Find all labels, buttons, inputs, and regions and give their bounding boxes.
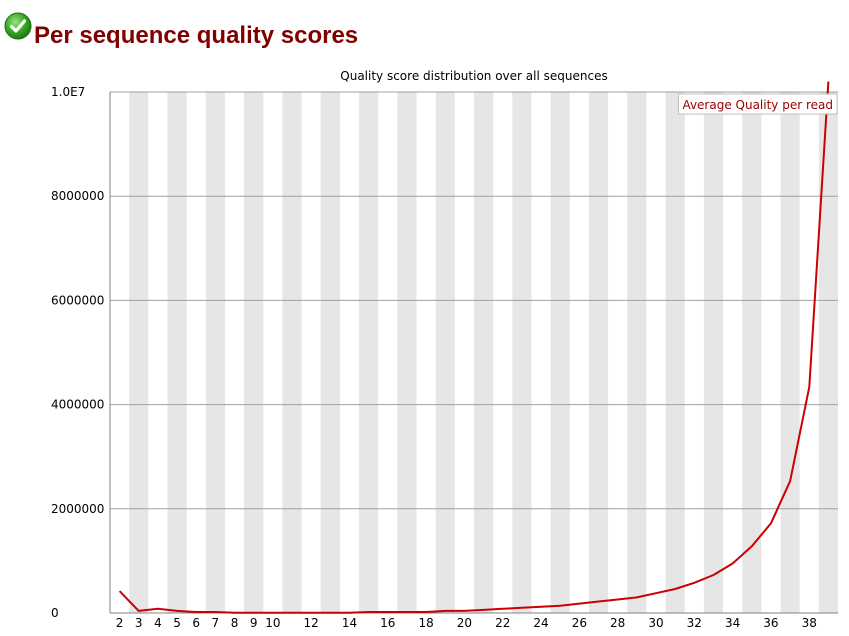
background-band	[627, 92, 647, 613]
y-gridlines	[110, 91, 838, 510]
legend-box	[677, 93, 838, 115]
chart-title: Quality score distribution over all sequ…	[340, 69, 607, 83]
y-tick-label: 8000000	[51, 189, 104, 203]
series-line-average-quality	[118, 81, 830, 614]
background-band	[282, 92, 302, 613]
x-tick-label: 7	[212, 616, 220, 630]
x-tick-label: 14	[342, 616, 357, 630]
x-tick-label: 30	[648, 616, 663, 630]
background-band	[359, 92, 379, 613]
background-band	[474, 92, 494, 613]
x-tick-label: 22	[495, 616, 510, 630]
check-circle-icon	[4, 12, 32, 40]
x-tick-label: 24	[533, 616, 548, 630]
x-tick-label: 8	[231, 616, 239, 630]
background-band	[435, 92, 455, 613]
x-tick-label: 36	[763, 616, 778, 630]
x-tick-labels: 2 3 4 5 6 7 8 9 10 12 14 16 18 20 22 24 26 28 30 32 34 36 38	[116, 616, 817, 630]
y-tick-label: 2000000	[51, 502, 104, 516]
background-band	[129, 92, 149, 613]
background-band	[167, 92, 187, 613]
background-band	[397, 92, 417, 613]
x-tick-label: 18	[418, 616, 433, 630]
x-tick-label: 34	[725, 616, 740, 630]
background-band	[703, 92, 724, 613]
x-tick-label: 3	[135, 616, 143, 630]
background-band	[512, 92, 532, 613]
background-band	[780, 92, 800, 613]
x-tick-label: 9	[250, 616, 258, 630]
x-tick-label: 28	[610, 616, 625, 630]
y-tick-labels: 0 2000000 4000000 6000000 8000000 1.0E7	[51, 85, 104, 620]
x-tick-label: 38	[802, 616, 817, 630]
x-tick-label: 10	[265, 616, 280, 630]
x-tick-label: 20	[457, 616, 472, 630]
background-band	[205, 92, 225, 613]
background-band	[818, 92, 838, 613]
background-band	[588, 92, 609, 613]
y-tick-label: 6000000	[51, 293, 104, 307]
y-tick-label: 1.0E7	[51, 85, 85, 99]
x-tick-label: 26	[572, 616, 587, 630]
y-tick-label: 0	[51, 606, 59, 620]
background-band	[320, 92, 340, 613]
x-tick-label: 6	[192, 616, 200, 630]
x-tick-label: 4	[154, 616, 162, 630]
legend-entry-average-quality: Average Quality per read	[682, 98, 833, 112]
legend: Average Quality per read	[677, 93, 838, 115]
x-tick-label: 32	[687, 616, 702, 630]
x-tick-label: 2	[116, 616, 124, 630]
background-band	[742, 92, 762, 613]
x-tick-label: 16	[380, 616, 395, 630]
x-tick-label: 5	[173, 616, 181, 630]
alternating-bands	[129, 92, 838, 613]
background-band	[665, 92, 685, 613]
x-tick-label: 12	[304, 616, 319, 630]
page-title: Per sequence quality scores	[34, 22, 359, 49]
report-header: Per sequence quality scores	[4, 12, 358, 52]
y-tick-label: 4000000	[51, 398, 104, 412]
background-band	[244, 92, 264, 613]
background-band	[550, 92, 570, 613]
